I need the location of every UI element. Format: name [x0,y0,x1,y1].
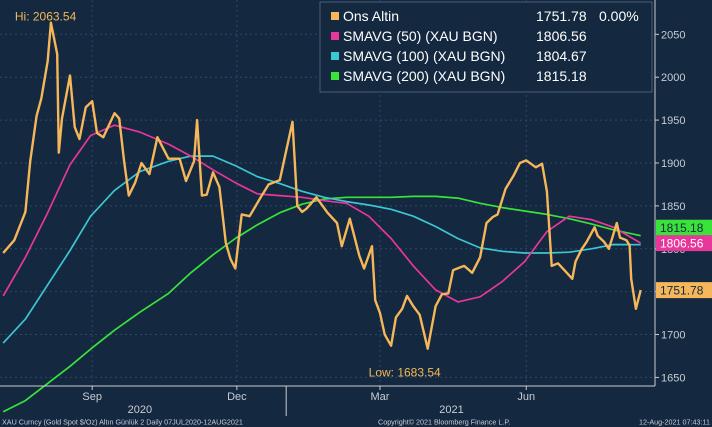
legend-price-swatch [331,12,339,20]
legend-sma-100: SMAVG (100) (XAU BGN) 1804.67 [331,48,587,64]
x-year-label: 2021 [439,404,463,416]
x-tick-label: Jun [517,391,535,403]
price-line [2,21,642,350]
footer-bar [0,416,712,427]
footer-left: XAU Curncy (Gold Spot $/Oz) Altın Günlük… [2,418,243,427]
high-annotation: Hi: 2063.54 [15,10,77,24]
y-tick-label: 1900 [661,158,685,170]
y-tick-label: 1850 [661,201,685,213]
legend-sma-200-swatch [331,72,339,80]
tag-sma-50: 1806.56 [656,235,712,252]
y-tick-label: 2000 [661,72,685,84]
y-tick-label: 1650 [661,372,685,384]
last-value-tags: 1815.18 1806.56 1751.78 [656,219,712,299]
footer-center: Copyright© 2021 Bloomberg Finance L.P. [378,418,510,427]
tag-price: 1751.78 [656,282,712,299]
legend-price-value: 1751.78 [536,8,587,24]
y-tick-label: 2050 [661,29,685,41]
tag-sma-50-box [656,235,712,252]
tag-sma-200: 1815.18 [656,219,712,236]
sma-200-line [2,195,641,413]
x-axis-labels: Sep Dec Mar Jun 2020 2021 [82,386,535,416]
legend-sma-200-value: 1815.18 [536,68,587,84]
chart-series [2,21,642,413]
legend-sma-50-value: 1806.56 [536,28,587,44]
legend-box [319,1,653,93]
legend-change: 0.00% [599,8,639,24]
x-tick-label: Dec [227,391,247,403]
tag-sma-200-label: 1815.18 [660,221,704,235]
legend-sma-100-swatch [331,52,339,60]
chart-axes [0,0,656,387]
legend-price: Ons Altin 1751.78 0.00% [331,8,639,24]
legend-sma-50-swatch [331,32,339,40]
legend-sma-100-value: 1804.67 [536,48,587,64]
legend-sma-50: SMAVG (50) (XAU BGN) 1806.56 [331,28,587,44]
x-tick-label: Sep [82,391,102,403]
y-tick-label: 1700 [661,330,685,342]
legend-price-label: Ons Altin [343,8,399,24]
legend-sma-200: SMAVG (200) (XAU BGN) 1815.18 [331,68,587,84]
low-annotation: Low: 1683.54 [369,366,441,380]
tag-price-label: 1751.78 [660,284,704,298]
legend-sma-50-label: SMAVG (50) (XAU BGN) [343,28,498,44]
tag-price-box [656,282,712,299]
x-tick-label: Mar [370,391,389,403]
y-tick-label: 1950 [661,115,685,127]
footer-right: 12-Aug-2021 07:43:11 [639,418,710,427]
tag-sma-50-label: 1806.56 [660,237,704,251]
chart-annotations: Hi: 2063.54 Low: 1683.54 [15,10,441,380]
chart-legend: Ons Altin 1751.78 0.00% SMAVG (50) (XAU BGN… [319,1,653,93]
x-year-label: 2020 [128,404,152,416]
legend-sma-200-label: SMAVG (200) (XAU BGN) [343,68,505,84]
legend-sma-100-label: SMAVG (100) (XAU BGN) [343,48,505,64]
tag-sma-200-box [656,219,712,236]
